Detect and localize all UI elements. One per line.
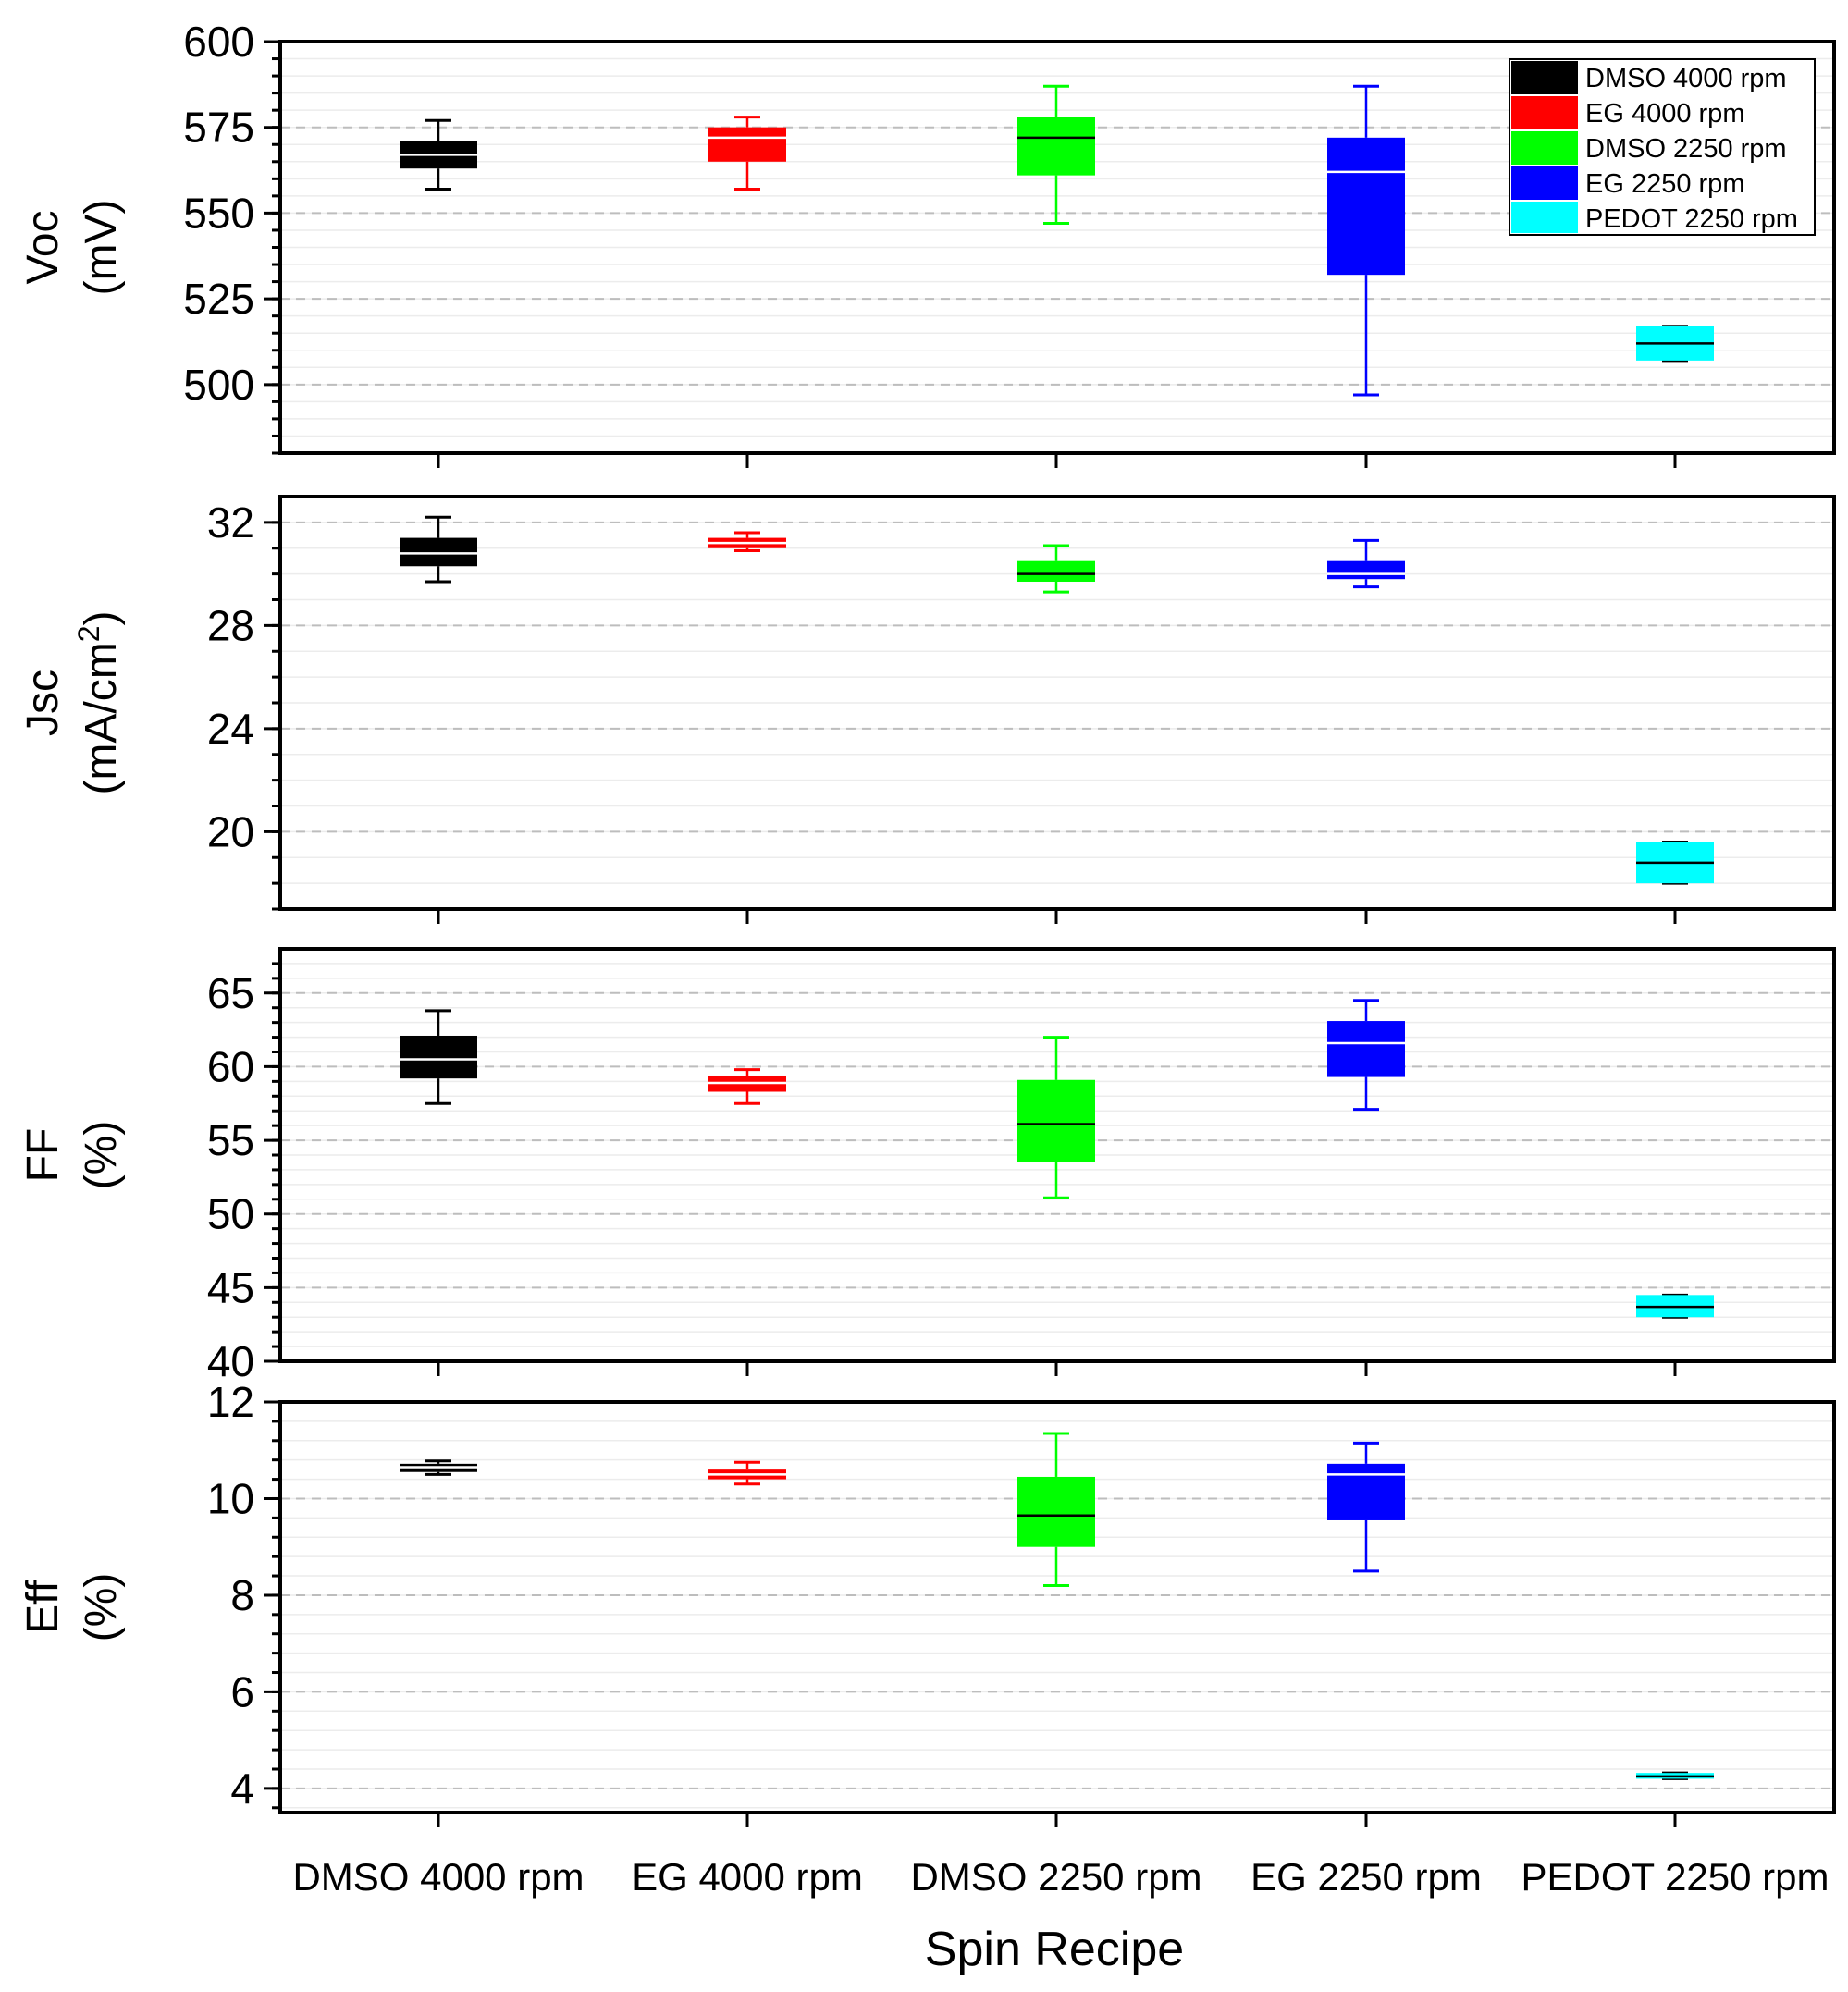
y-tick-label: 24 — [207, 705, 254, 753]
y-tick-label: 8 — [230, 1571, 254, 1619]
box-body — [1017, 1079, 1095, 1162]
box-0 — [400, 515, 477, 584]
box-body — [400, 537, 477, 567]
y-tick-label: 20 — [207, 807, 254, 855]
y-tick-label: 45 — [207, 1263, 254, 1311]
box-body — [400, 1035, 477, 1079]
y-tick-label: 6 — [230, 1667, 254, 1715]
y-axis-title-line1: Voc — [18, 210, 68, 284]
legend-swatch — [1511, 96, 1578, 129]
x-category-label: EG 4000 rpm — [632, 1855, 863, 1899]
y-tick-label: 10 — [207, 1474, 254, 1522]
box-4 — [1636, 841, 1714, 885]
box-body — [1327, 1021, 1405, 1077]
box-3 — [1327, 538, 1405, 589]
legend-label: EG 4000 rpm — [1585, 99, 1744, 129]
legend-swatch — [1511, 131, 1578, 165]
box-1 — [708, 116, 786, 191]
x-category-label: DMSO 4000 rpm — [292, 1855, 584, 1899]
y-tick-label: 600 — [183, 18, 254, 66]
y-axis-title-line1: FF — [18, 1128, 68, 1183]
legend-swatch — [1511, 202, 1578, 233]
legend-label: PEDOT 2250 rpm — [1585, 204, 1798, 234]
y-tick-label: 12 — [207, 1378, 254, 1426]
box-2 — [1017, 84, 1095, 226]
y-axis-title-line2: (%) — [77, 1573, 126, 1642]
legend: DMSO 4000 rpm EG 4000 rpm DMSO 2250 rpm … — [1509, 58, 1816, 236]
legend-label: DMSO 2250 rpm — [1585, 134, 1787, 164]
x-category-label: DMSO 2250 rpm — [910, 1855, 1201, 1899]
box-2 — [1017, 1036, 1095, 1199]
box-4 — [1636, 325, 1714, 363]
box-1 — [708, 1068, 786, 1105]
box-body — [1017, 1476, 1095, 1547]
panel-jsc: 20 24 28 32 Jsc (mA/cm2) — [18, 495, 1836, 924]
box-2 — [1017, 544, 1095, 594]
y-axis-title-line2: (mA/cm2) — [72, 610, 126, 794]
legend-swatch — [1511, 61, 1578, 94]
box-body — [1327, 1463, 1405, 1520]
y-tick-label: 28 — [207, 601, 254, 649]
box-body — [1017, 117, 1095, 176]
y-tick-label: 50 — [207, 1190, 254, 1238]
box-body — [1017, 560, 1095, 582]
box-3 — [1327, 999, 1405, 1112]
y-axis-title-line1: Eff — [18, 1580, 68, 1633]
x-category-label: PEDOT 2250 rpm — [1521, 1855, 1829, 1899]
box-4 — [1636, 1293, 1714, 1319]
legend-label: DMSO 4000 rpm — [1585, 64, 1787, 93]
box-body — [1327, 137, 1405, 276]
y-axis-title-line2: (mV) — [77, 200, 126, 296]
box-3 — [1327, 84, 1405, 397]
box-1 — [708, 1460, 786, 1486]
legend-swatch — [1511, 166, 1578, 200]
box-0 — [400, 118, 477, 191]
y-tick-label: 500 — [183, 361, 254, 409]
legend-label: EG 2250 rpm — [1585, 169, 1744, 199]
box-3 — [1327, 1441, 1405, 1573]
y-tick-label: 65 — [207, 969, 254, 1017]
panel-ff: 40 45 50 55 60 65 FF (%) — [18, 947, 1836, 1385]
y-tick-label: 32 — [207, 498, 254, 547]
box-4 — [1636, 1771, 1714, 1780]
y-tick-label: 60 — [207, 1042, 254, 1090]
y-tick-label: 4 — [230, 1765, 254, 1813]
y-tick-label: 55 — [207, 1116, 254, 1164]
y-axis-title-close: ) — [77, 610, 126, 625]
panel-eff: 4 6 8 10 12 Eff (%) — [18, 1378, 1836, 1827]
x-category-label: EG 2250 rpm — [1250, 1855, 1482, 1899]
y-tick-label: 550 — [183, 189, 254, 237]
y-tick-label: 40 — [207, 1337, 254, 1385]
box-0 — [400, 1009, 477, 1105]
box-0 — [400, 1459, 477, 1476]
x-axis-title: Spin Recipe — [925, 1923, 1184, 1976]
y-axis-title-superscript: 2 — [72, 625, 105, 642]
x-category-labels: DMSO 4000 rpm EG 4000 rpm DMSO 2250 rpm … — [292, 1855, 1829, 1899]
y-axis-title-line2: (%) — [77, 1121, 126, 1190]
box-2 — [1017, 1432, 1095, 1587]
box-1 — [708, 531, 786, 553]
box-body — [708, 127, 786, 162]
y-axis-title-line1: Jsc — [18, 670, 68, 736]
y-tick-label: 575 — [183, 104, 254, 152]
box-body — [1327, 560, 1405, 580]
y-tick-label: 525 — [183, 275, 254, 323]
